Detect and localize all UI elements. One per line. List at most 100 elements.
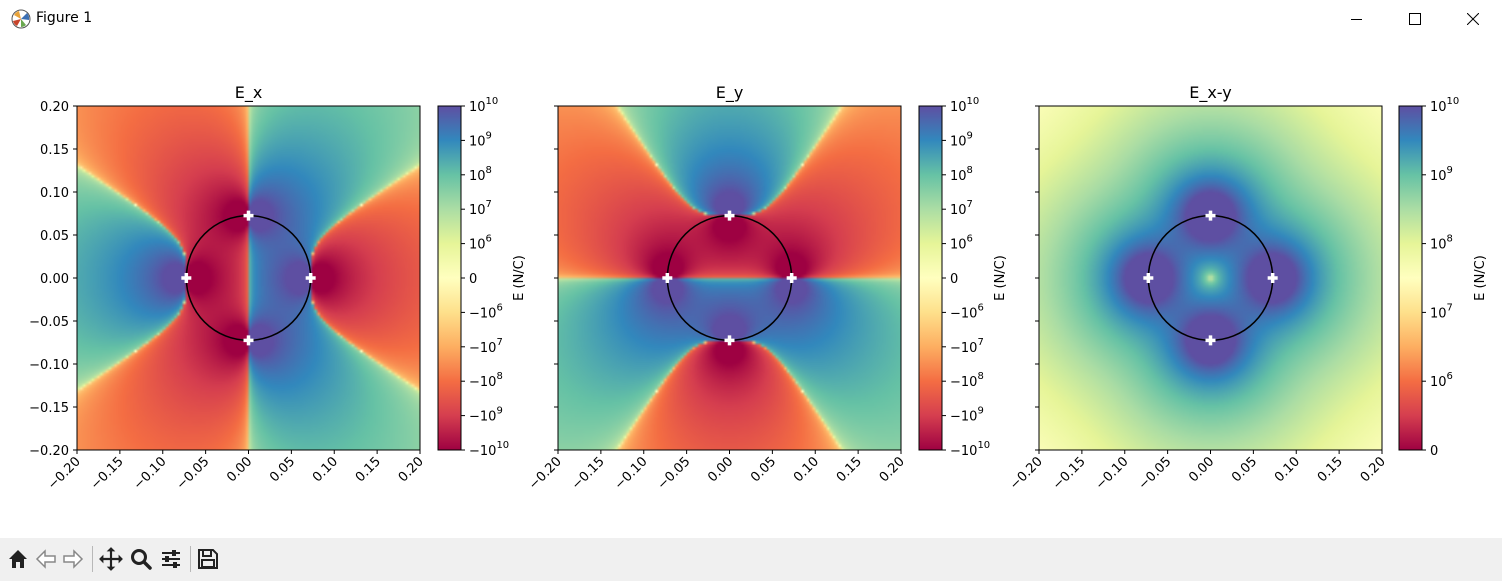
colorbar-tick-label: −109	[469, 406, 503, 425]
figure-canvas[interactable]: E_x −0.20 −0.15 −0.10 −0.05 0.00 0.05 0.10 0.15 0…	[0, 38, 1502, 538]
x-tick-label: −0.10	[131, 454, 170, 493]
y-tick-label: 0.15	[40, 143, 69, 158]
charge-marker	[305, 273, 316, 283]
charge-marker	[724, 210, 735, 221]
colorbar-label: E (N/C)	[1473, 255, 1488, 301]
colorbar-tick-label: 108	[950, 165, 973, 184]
colorbar-tick-label: −108	[469, 371, 503, 390]
save-button[interactable]	[194, 545, 222, 573]
charge-marker	[1267, 273, 1278, 283]
toolbar-separator	[190, 546, 191, 572]
charge-marker	[786, 273, 797, 283]
x-tick-label: −0.05	[655, 454, 694, 493]
x-tick-label: 0.15	[1315, 454, 1346, 485]
back-button[interactable]	[32, 545, 60, 573]
axes-title: E_x	[235, 83, 263, 103]
y-tick-label: −0.20	[29, 444, 69, 459]
maximize-button[interactable]	[1386, 0, 1444, 38]
colorbar-tick-label: −1010	[950, 440, 990, 459]
colorbar-tick-label: −106	[469, 302, 503, 321]
pan-icon	[99, 547, 123, 571]
x-tick-label: −0.20	[1007, 454, 1046, 493]
colorbar-tick-label: 107	[469, 199, 492, 218]
colorbar-tick-label: −108	[950, 371, 984, 390]
colorbar-label: E (N/C)	[993, 255, 1008, 301]
x-tick-label: 0.00	[1186, 454, 1217, 485]
axes-title: E_x-y	[1189, 83, 1232, 103]
colorbar-tick-label: 108	[1430, 234, 1453, 253]
minimize-button[interactable]	[1328, 0, 1386, 38]
forward-button[interactable]	[59, 545, 87, 573]
charge-marker	[243, 210, 254, 221]
x-tick-label: 0.05	[267, 454, 298, 485]
colorbar	[437, 105, 462, 451]
x-tick-label: 0.10	[310, 454, 341, 485]
colorbar-tick-label: −109	[950, 406, 984, 425]
y-tick-label: 0.00	[40, 272, 69, 287]
colorbar-tick-label: 0	[469, 272, 477, 287]
x-tick-label: −0.20	[526, 454, 565, 493]
y-tick-label: −0.10	[29, 358, 69, 373]
charge-marker	[662, 273, 673, 283]
y-tick-label: 0.05	[40, 229, 69, 244]
window-title: Figure 1	[36, 10, 93, 26]
colorbar-tick-label: 106	[950, 234, 973, 253]
colorbar-tick-label: 0	[1430, 444, 1438, 459]
x-tick-label: 0.15	[353, 454, 384, 485]
heatmap-image-1	[558, 106, 901, 450]
x-tick-label: 0.00	[705, 454, 736, 485]
x-tick-label: 0.15	[834, 454, 865, 485]
colorbar-label: E (N/C)	[512, 255, 527, 301]
colorbar-tick-label: −1010	[469, 440, 509, 459]
colorbar-tick-label: −107	[469, 337, 503, 356]
navigation-toolbar	[0, 538, 1502, 581]
forward-arrow-icon	[63, 549, 84, 569]
charge-marker	[1205, 335, 1216, 346]
x-tick-label: −0.10	[1093, 454, 1132, 493]
home-icon	[9, 550, 27, 568]
colorbar	[1398, 105, 1423, 451]
matplotlib-app-icon	[11, 9, 31, 29]
y-tick-label: 0.20	[40, 100, 69, 115]
x-tick-label: 0.10	[1272, 454, 1303, 485]
colorbar-tick-label: 106	[469, 234, 492, 253]
heatmap-image-2	[1039, 106, 1382, 450]
x-tick-label: −0.05	[174, 454, 213, 493]
colorbar-tick-label: 1010	[1430, 96, 1459, 115]
colorbar-tick-label: 109	[1430, 165, 1453, 184]
x-tick-label: −0.15	[569, 454, 608, 493]
x-tick-label: 0.05	[1229, 454, 1260, 485]
x-tick-label: −0.10	[612, 454, 651, 493]
save-icon	[198, 549, 218, 569]
charge-marker	[1205, 210, 1216, 221]
close-button[interactable]	[1444, 0, 1502, 38]
y-tick-label: −0.15	[29, 401, 69, 416]
colorbar-tick-label: 109	[469, 130, 492, 149]
x-tick-label: −0.05	[1136, 454, 1175, 493]
x-tick-label: 0.20	[1358, 454, 1389, 485]
colorbar	[918, 105, 943, 451]
charge-marker	[1143, 273, 1154, 283]
colorbar-tick-label: 109	[950, 130, 973, 149]
x-tick-label: 0.05	[748, 454, 779, 485]
configure-subplots-icon	[162, 550, 180, 568]
home-button[interactable]	[4, 545, 32, 573]
zoom-button[interactable]	[127, 545, 155, 573]
x-tick-label: 0.00	[224, 454, 255, 485]
x-tick-label: −0.20	[45, 454, 84, 493]
charge-marker	[243, 335, 254, 346]
colorbar-tick-label: 106	[1430, 371, 1453, 390]
pan-button[interactable]	[97, 545, 125, 573]
figure-plots: E_x−0.20 −0.15 −0.10 −0.05 0.00 0.05 0.10 0.15 0…	[29, 83, 1488, 493]
colorbar-tick-label: 0	[950, 272, 958, 287]
heatmap-image-0	[77, 106, 420, 450]
charge-marker	[724, 335, 735, 346]
x-tick-label: 0.10	[791, 454, 822, 485]
configure-subplots-button[interactable]	[157, 545, 185, 573]
x-tick-label: 0.20	[396, 454, 427, 485]
colorbar-tick-label: 1010	[469, 96, 498, 115]
y-tick-label: 0.10	[40, 186, 69, 201]
back-arrow-icon	[35, 549, 56, 569]
colorbar-tick-label: 107	[1430, 302, 1453, 321]
y-tick-label: −0.05	[29, 315, 69, 330]
